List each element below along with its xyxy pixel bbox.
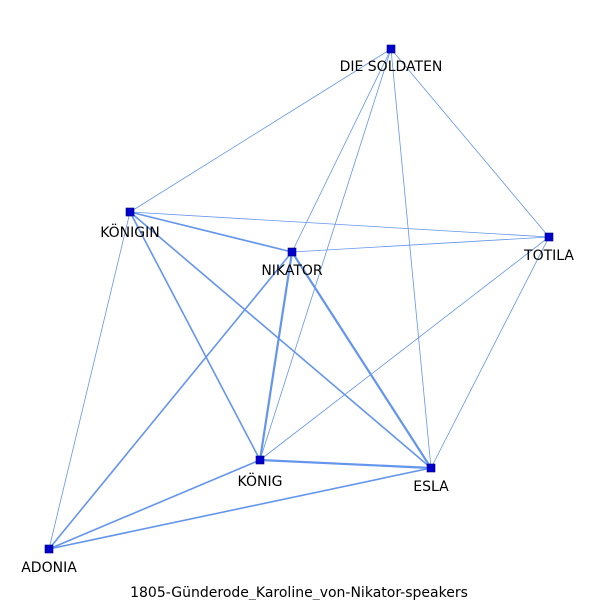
edge-konig-adonia <box>48 459 261 550</box>
node-adonia <box>44 544 54 554</box>
labels-layer: DIE SOLDATEN KÖNIGIN NIKATOR TOTILA KÖNIG ESL… <box>21 59 574 576</box>
edge-die-soldaten-nikator <box>291 48 392 253</box>
node-totila <box>544 232 554 242</box>
nodes-layer <box>44 44 554 554</box>
edge-die-soldaten-totila <box>390 48 550 238</box>
edge-die-soldaten-konig <box>259 48 392 461</box>
node-label-konig: KÖNIG <box>238 472 283 490</box>
edge-konigin-totila <box>129 211 550 238</box>
edge-esla-adonia <box>48 467 432 550</box>
edge-konigin-konig <box>129 211 261 461</box>
node-label-totila: TOTILA <box>523 248 574 264</box>
node-label-die-soldaten: DIE SOLDATEN <box>340 59 443 75</box>
edge-konigin-adonia <box>48 211 131 550</box>
edge-nikator-totila <box>291 236 550 253</box>
edges-layer <box>48 48 550 550</box>
edge-totila-konig <box>259 236 550 461</box>
edge-die-soldaten-konigin <box>129 48 392 213</box>
edge-konigin-esla <box>129 211 432 469</box>
node-label-esla: ESLA <box>413 479 449 495</box>
edge-totila-esla <box>430 236 550 469</box>
node-konig <box>255 455 265 465</box>
node-label-konigin: KÖNIGIN <box>100 223 160 241</box>
node-konigin <box>125 207 135 217</box>
node-nikator <box>287 247 297 257</box>
node-die-soldaten <box>386 44 396 54</box>
edge-konigin-nikator <box>129 211 293 253</box>
edge-nikator-konig <box>258 250 294 462</box>
edge-nikator-esla <box>290 250 433 470</box>
edge-konig-esla <box>258 458 433 470</box>
node-label-nikator: NIKATOR <box>261 263 323 279</box>
graph-caption: 1805-Günderode_Karoline_von-Nikator-spea… <box>130 585 468 600</box>
node-label-adonia: ADONIA <box>21 560 77 576</box>
node-esla <box>426 463 436 473</box>
edge-die-soldaten-esla <box>390 48 432 469</box>
edge-nikator-adonia <box>48 251 293 550</box>
